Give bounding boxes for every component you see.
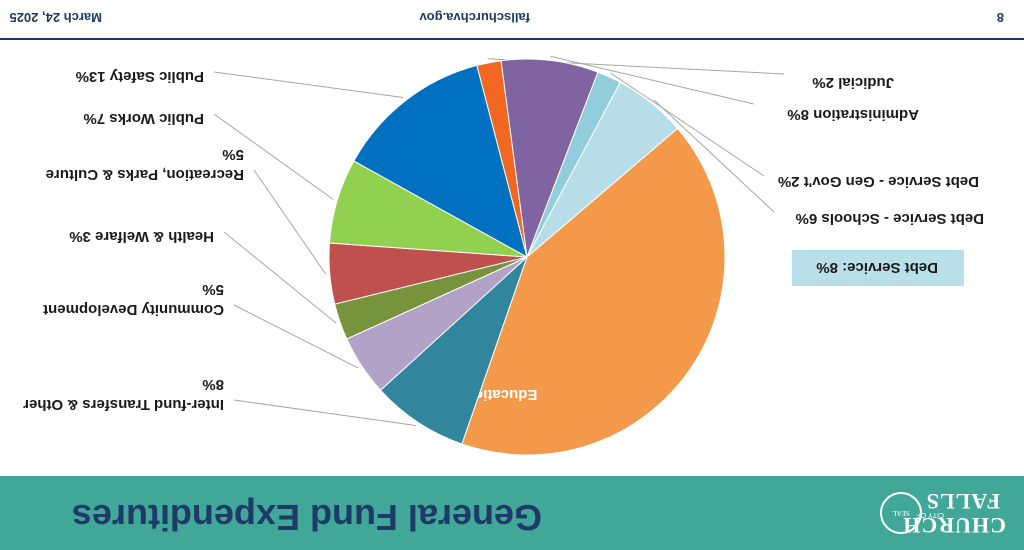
slice-label: Health & Welfare 3% — [69, 228, 214, 245]
pie-slice — [526, 81, 679, 258]
footer-website: fallschurchva.gov — [419, 10, 530, 25]
slice-label: Debt Service - Schools 6% — [796, 210, 984, 227]
leader-line — [253, 169, 327, 275]
slice-label: Public Works 7% — [83, 110, 204, 127]
leader-line — [610, 72, 765, 177]
slice-label: Administration 8% — [787, 106, 919, 123]
pie-slice — [500, 58, 599, 258]
slice-label: Inter-fund Transfers & Other8% — [23, 376, 224, 413]
debt-service-total: Debt Service: 8% — [816, 259, 938, 276]
footer-date: March 24, 2025 — [9, 10, 102, 25]
leader-line — [223, 231, 337, 324]
slice-label: Debt Service - Gen Gov't 2% — [778, 173, 979, 190]
pie-slice — [379, 256, 528, 445]
pie-slice — [353, 64, 528, 259]
leader-line — [653, 99, 775, 213]
leader-line — [233, 399, 416, 427]
leader-line — [213, 71, 404, 98]
slice-label: Community Development5% — [43, 281, 224, 318]
slice-label: Judicial 2% — [812, 74, 894, 91]
leader-line — [213, 113, 334, 200]
pie-slice — [461, 127, 726, 456]
footer-page-number: 8 — [996, 10, 1004, 25]
footer-divider — [0, 38, 1024, 40]
leader-line — [233, 304, 359, 369]
slice-label: Recreation, Parks & Culture5% — [46, 146, 244, 183]
slice-label: Public Safety 13% — [76, 68, 204, 85]
leader-line — [550, 55, 755, 105]
